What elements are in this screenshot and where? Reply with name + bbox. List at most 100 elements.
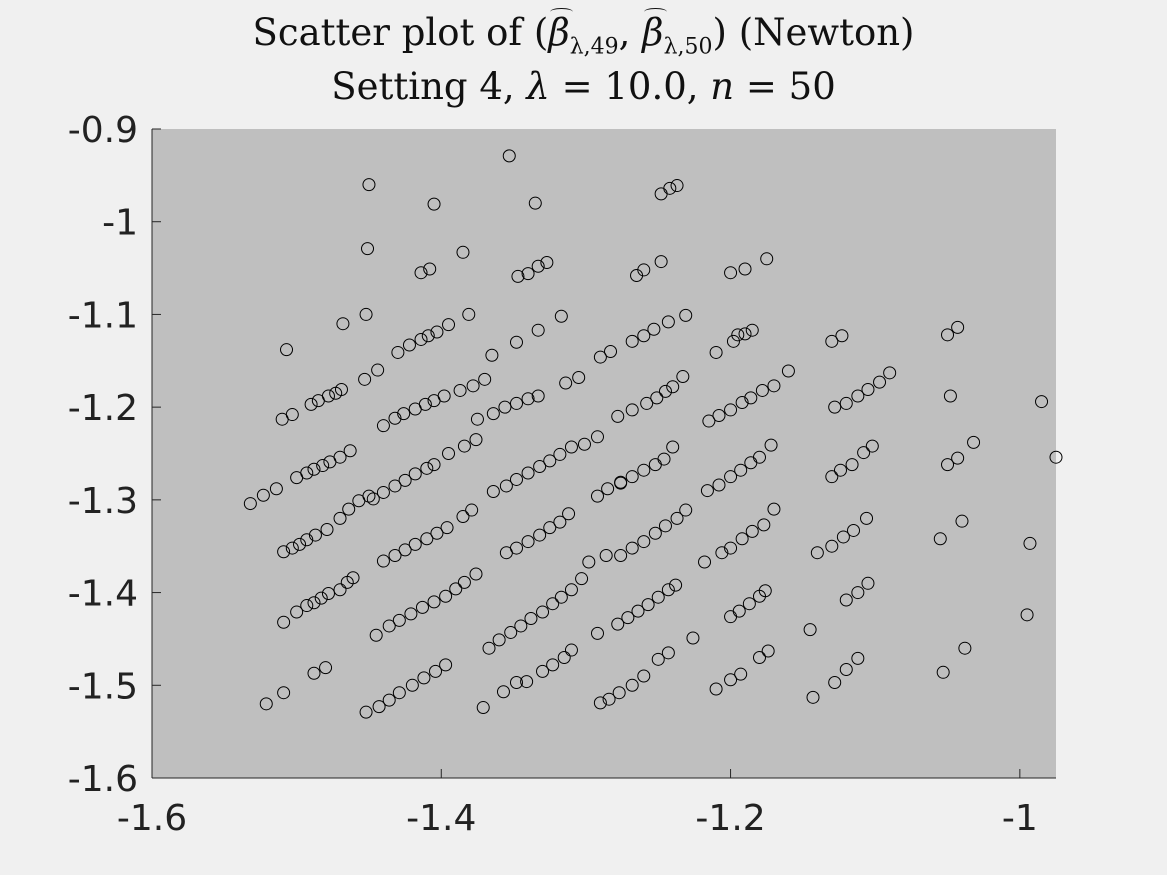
scatter-point xyxy=(724,266,738,280)
scatter-point xyxy=(564,643,578,657)
scatter-point xyxy=(462,307,476,321)
scatter-point xyxy=(951,320,965,334)
scatter-point xyxy=(531,323,545,337)
scatter-point xyxy=(637,669,651,683)
scatter-point xyxy=(321,389,335,403)
scatter-point xyxy=(637,535,651,549)
scatter-point xyxy=(398,543,412,557)
chart-title-line2: Setting 4, λ = 10.0, n = 50 xyxy=(0,68,1167,105)
scatter-point xyxy=(562,507,576,521)
scatter-point xyxy=(392,613,406,627)
scatter-point xyxy=(670,511,684,525)
scatter-point xyxy=(839,396,853,410)
scatter-point xyxy=(498,400,512,414)
scatter-point xyxy=(333,450,347,464)
scatter-point xyxy=(536,605,550,619)
scatter-point xyxy=(316,459,330,473)
scatter-point xyxy=(417,671,431,685)
scatter-point xyxy=(414,332,428,346)
n-symbol: n xyxy=(710,65,735,108)
scatter-point xyxy=(933,532,947,546)
scatter-point xyxy=(712,408,726,422)
scatter-point xyxy=(614,548,628,562)
scatter-point xyxy=(531,389,545,403)
scatter-point xyxy=(521,535,535,549)
scatter-point xyxy=(625,334,639,348)
scatter-point xyxy=(590,430,604,444)
scatter-point xyxy=(1020,608,1034,622)
y-tick-label: -1.4 xyxy=(68,574,138,615)
axis-ticks: -1.6 -1.4 -1.2 -1 -0.9 -1 -1.1 -1.2 -1.3 -1.4 -1.5… xyxy=(68,110,1038,839)
scatter-point xyxy=(658,384,672,398)
scatter-point xyxy=(625,470,639,484)
scatter-point xyxy=(369,628,383,642)
scatter-point xyxy=(524,612,538,626)
scatter-point xyxy=(388,411,402,425)
scatter-point xyxy=(738,327,752,341)
scatter-point xyxy=(554,590,568,604)
scatter-point xyxy=(825,334,839,348)
scatter-point xyxy=(735,532,749,546)
scatter-point xyxy=(698,555,712,569)
scatter-point xyxy=(700,484,714,498)
scatter-point xyxy=(724,673,738,687)
scatter-point xyxy=(408,537,422,551)
scatter-point xyxy=(715,546,729,560)
scatter-point xyxy=(625,541,639,555)
scatter-point xyxy=(307,462,321,476)
scatter-point xyxy=(342,502,356,516)
scatter-point xyxy=(414,266,428,280)
scatter-point xyxy=(376,419,390,433)
title-line1-suffix: ) (Newton) xyxy=(712,11,915,54)
scatter-point xyxy=(661,646,675,660)
scatter-point xyxy=(936,665,950,679)
scatter-point xyxy=(300,533,314,547)
scatter-point xyxy=(611,409,625,423)
scatter-point xyxy=(397,407,411,421)
scatter-point xyxy=(492,633,506,647)
scatter-point xyxy=(670,179,684,193)
scatter-point xyxy=(1049,450,1063,464)
scatter-point xyxy=(333,511,347,525)
y-tick-label: -1.5 xyxy=(68,666,138,707)
scatter-point xyxy=(509,541,523,555)
scatter-point xyxy=(336,317,350,331)
scatter-point xyxy=(755,383,769,397)
scatter-point xyxy=(531,259,545,273)
scatter-point xyxy=(734,667,748,681)
scatter-point xyxy=(343,444,357,458)
scatter-point xyxy=(637,329,651,343)
scatter-point xyxy=(520,675,534,689)
scatter-point xyxy=(745,524,759,538)
scatter-point xyxy=(752,650,766,664)
scatter-point xyxy=(476,701,490,715)
scatter-point xyxy=(833,463,847,477)
scatter-point xyxy=(575,572,589,586)
scatter-point xyxy=(803,623,817,637)
scatter-point xyxy=(430,325,444,339)
scatter-point xyxy=(402,338,416,352)
scatter-point xyxy=(439,658,453,672)
scatter-point xyxy=(243,497,257,511)
scatter-points xyxy=(243,149,1063,719)
scatter-point xyxy=(806,690,820,704)
lambda-value: = 10.0, xyxy=(549,65,711,108)
scatter-point xyxy=(835,329,849,343)
scatter-point xyxy=(781,364,795,378)
scatter-point xyxy=(625,678,639,692)
scatter-point xyxy=(418,397,432,411)
scatter-point xyxy=(427,197,441,211)
scatter-point xyxy=(553,447,567,461)
scatter-point xyxy=(392,686,406,700)
scatter-point xyxy=(666,440,680,454)
scatter-point xyxy=(359,307,373,321)
x-tick-label: -1.4 xyxy=(406,798,476,839)
scatter-point xyxy=(951,451,965,465)
scatter-point xyxy=(269,482,283,496)
scatter-point xyxy=(941,328,955,342)
scatter-point xyxy=(469,567,483,581)
scatter-point xyxy=(828,676,842,690)
scatter-point xyxy=(955,514,969,528)
scatter-point xyxy=(499,479,513,493)
